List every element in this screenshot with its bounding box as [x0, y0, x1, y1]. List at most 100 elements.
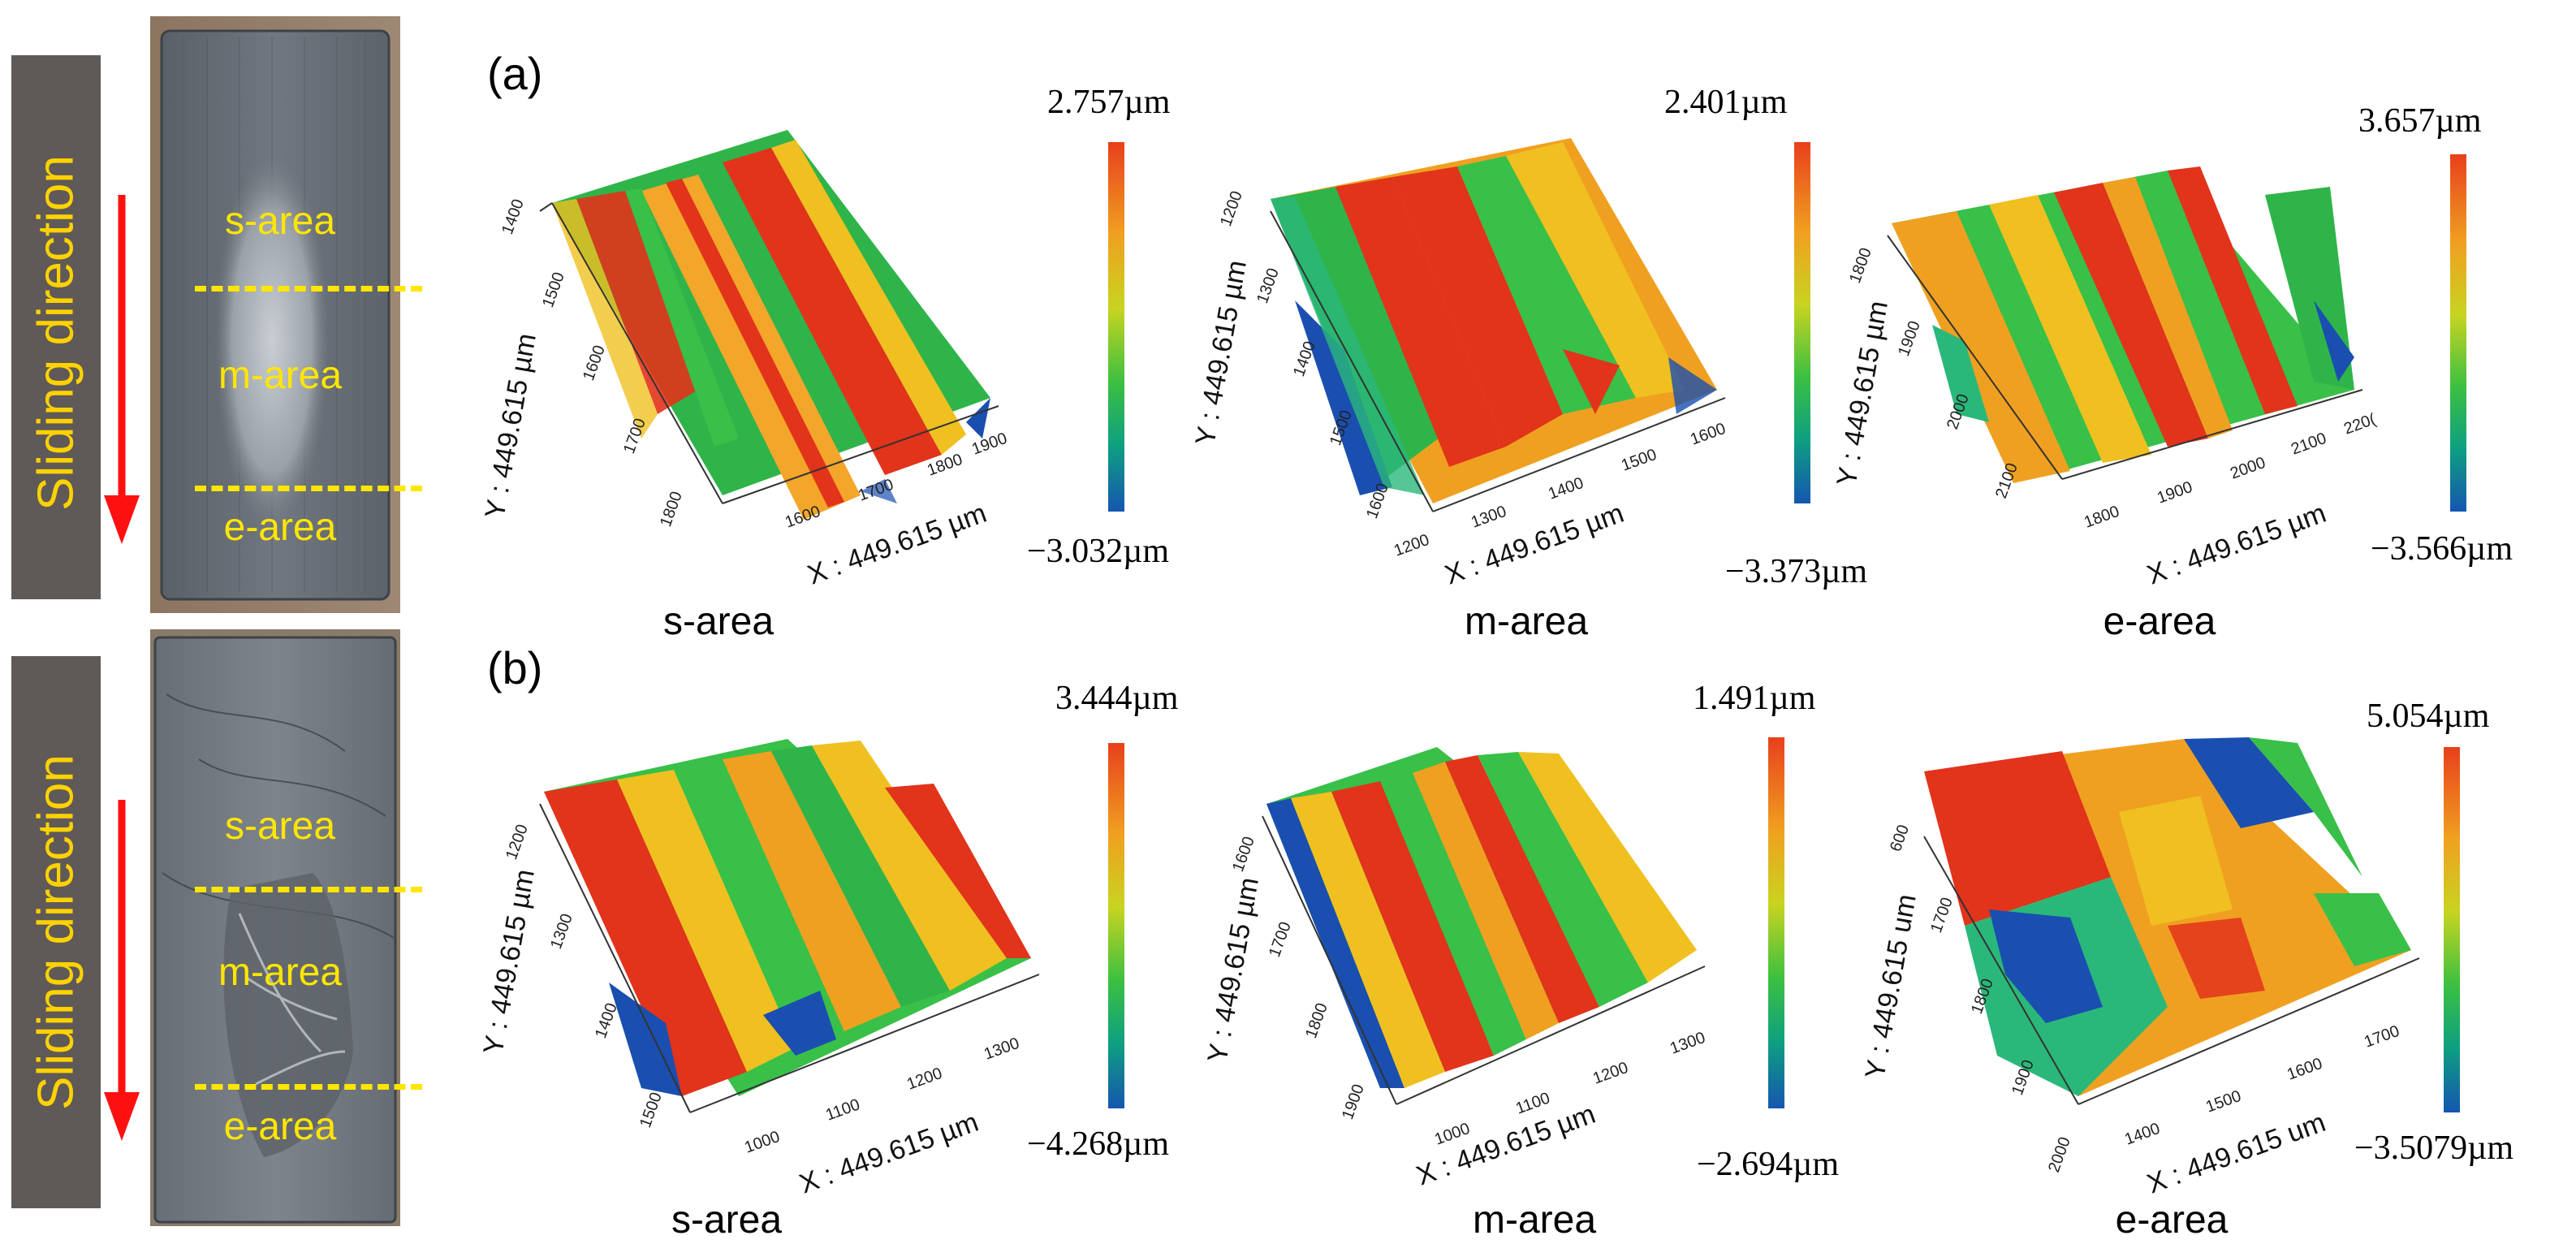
surface-mesh — [544, 739, 1031, 1096]
x-tick: 1600 — [783, 503, 822, 532]
y-tick: 1800 — [657, 489, 686, 529]
x-tick: 1300 — [1668, 1029, 1707, 1058]
x-tick: 1900 — [2155, 478, 2194, 508]
x-tick: 1200 — [904, 1065, 944, 1094]
surface-a-s: 1400 1500 1600 1700 1800 1600 1700 1800 … — [479, 130, 1010, 591]
area-label-m-bottom: m-area — [218, 951, 343, 994]
surface-a-e: 1800 1900 2000 2100 1800 1900 2000 2100 … — [1831, 166, 2379, 591]
colorbar-min: −2.694µm — [1697, 1146, 1840, 1183]
surface-b-e: 600 1700 1800 1900 2000 1400 1500 1600 1… — [1859, 737, 2420, 1200]
x-tick: 1600 — [1688, 420, 1728, 449]
sliding-direction-label-top: Sliding direction — [28, 155, 84, 511]
x-tick: 1200 — [1392, 531, 1431, 560]
y-tick: 1200 — [503, 822, 532, 862]
y-tick: 1700 — [620, 416, 649, 456]
sliding-direction-banner-top — [11, 55, 101, 599]
x-tick: 1800 — [2082, 503, 2121, 532]
x-tick: 1400 — [2122, 1120, 2162, 1149]
panel-label-a: (a) — [487, 48, 543, 99]
plot-caption: e-area — [2103, 600, 2216, 643]
y-axis-label: Y : 449.615 µm — [1189, 258, 1252, 448]
colorbar-min: −3.032µm — [1027, 533, 1170, 570]
y-tick: 1400 — [498, 197, 528, 236]
area-label-s-bottom: s-area — [224, 805, 336, 848]
area-label-m-top: m-area — [218, 354, 343, 397]
surface-mesh — [1924, 737, 2411, 1096]
x-tick: 1000 — [742, 1128, 782, 1157]
colorbar-max: 3.444µm — [1055, 680, 1179, 717]
x-tick: 1200 — [1590, 1059, 1630, 1088]
specimen-photo-top — [150, 16, 400, 613]
area-label-e-bottom: e-area — [223, 1105, 337, 1148]
x-axis-label: X : 449.615 µm — [2143, 498, 2330, 591]
colorbar-min: −3.373µm — [1725, 553, 1868, 590]
dashed-divider-top-2 — [195, 486, 422, 491]
x-axis-label: X : 449.615 µm — [796, 1107, 982, 1200]
x-axis-label: X : 449.615 um — [2143, 1107, 2330, 1200]
y-tick: 1500 — [539, 270, 568, 309]
area-label-s-top: s-area — [224, 200, 336, 243]
colorbar-max: 3.657µm — [2358, 102, 2482, 140]
colorbar-max: 1.491µm — [1693, 680, 1816, 717]
dashed-divider-top-1 — [195, 286, 422, 292]
colorbar — [1108, 142, 1124, 512]
y-axis-label: Y : 449.615 µm — [1831, 299, 1893, 489]
surface-mesh — [1892, 166, 2354, 483]
y-tick: 1600 — [1229, 834, 1258, 874]
plot-caption: s-area — [671, 1199, 783, 1242]
y-tick: 2000 — [2045, 1134, 2074, 1174]
colorbar-max: 2.401µm — [1664, 84, 1788, 121]
colorbar — [2450, 154, 2466, 512]
colorbar-max: 2.757µm — [1047, 84, 1171, 121]
surface-b-m: 1600 1700 1800 1900 1000 1100 1200 1300 … — [1202, 747, 1708, 1192]
x-tick: 1600 — [2285, 1055, 2324, 1084]
x-tick: 220( — [2341, 410, 2378, 438]
surface-mesh — [1271, 138, 1717, 503]
x-tick: 1500 — [1619, 446, 1659, 475]
sliding-direction-banner-bottom — [11, 656, 101, 1208]
y-tick: 1900 — [2009, 1057, 2038, 1097]
colorbar — [2444, 747, 2460, 1112]
x-tick: 1700 — [2362, 1022, 2401, 1052]
x-tick: 1900 — [969, 430, 1009, 459]
y-tick: 1400 — [592, 1000, 621, 1040]
surface-mesh — [552, 130, 990, 520]
y-tick: 1300 — [1253, 266, 1283, 305]
area-label-e-top: e-area — [223, 506, 337, 549]
y-axis-label: Y : 449.615 um — [1859, 892, 1922, 1081]
plot-caption: m-area — [1472, 1199, 1597, 1242]
x-tick: 1500 — [2203, 1087, 2243, 1117]
surface-mesh — [1266, 747, 1697, 1088]
y-tick: 1900 — [1339, 1082, 1368, 1121]
x-tick: 1300 — [982, 1035, 1021, 1064]
y-tick: 1800 — [1302, 1000, 1331, 1040]
x-tick: 1100 — [823, 1095, 862, 1124]
specimen-photo-bottom — [150, 629, 400, 1226]
y-tick: 1700 — [1266, 919, 1295, 959]
y-tick: 1600 — [580, 343, 609, 382]
x-axis-label: X : 449.615 µm — [1441, 498, 1628, 591]
colorbar-min: −4.268µm — [1027, 1125, 1170, 1163]
y-tick: 1500 — [636, 1090, 666, 1130]
y-tick: 600 — [1887, 823, 1913, 854]
y-tick: 1200 — [1217, 188, 1246, 228]
y-tick: 1700 — [1927, 895, 1957, 935]
dashed-divider-bottom-1 — [195, 887, 422, 892]
y-tick: 1900 — [1895, 318, 1924, 358]
y-tick: 1300 — [547, 911, 576, 951]
surface-a-m: 1200 1300 1400 1500 1600 1200 1300 1400 … — [1189, 138, 1728, 591]
plot-caption: s-area — [662, 600, 775, 643]
colorbar — [1794, 142, 1810, 503]
y-axis-label: Y : 449.615 µm — [479, 867, 541, 1057]
colorbar-max: 5.054µm — [2367, 698, 2490, 735]
dashed-divider-bottom-2 — [195, 1084, 422, 1090]
y-axis-label: Y : 449.615 µm — [1202, 875, 1264, 1065]
y-tick: 1800 — [1846, 245, 1875, 285]
surface-b-s: 1200 1300 1400 1500 1000 1100 1200 1300 … — [479, 739, 1040, 1200]
x-tick: 2100 — [2289, 430, 2328, 459]
colorbar — [1108, 743, 1124, 1108]
x-tick: 2000 — [2228, 454, 2267, 483]
colorbar-min: −3.566µm — [2371, 530, 2513, 568]
panel-label-b: (b) — [487, 642, 543, 693]
x-axis-label: X : 449.615 µm — [804, 498, 990, 591]
